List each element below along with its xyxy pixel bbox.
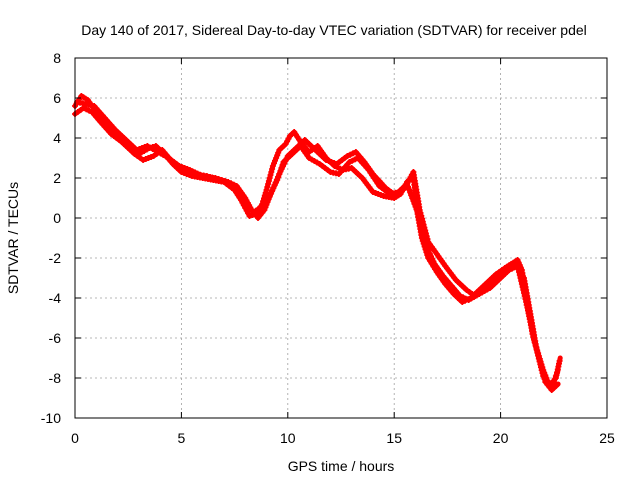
y-tick-label: 0 bbox=[53, 210, 61, 226]
y-tick-label: -10 bbox=[41, 410, 61, 426]
x-tick-label: 0 bbox=[71, 430, 79, 446]
y-tick-label: -2 bbox=[49, 250, 62, 266]
data-point bbox=[275, 173, 282, 180]
data-point bbox=[551, 376, 558, 382]
data-point bbox=[218, 177, 225, 183]
data-point bbox=[212, 175, 219, 181]
x-tick-label: 20 bbox=[493, 430, 509, 446]
data-point bbox=[265, 178, 272, 184]
data-point bbox=[550, 379, 557, 385]
x-axis-label: GPS time / hours bbox=[288, 458, 395, 474]
data-point bbox=[268, 169, 275, 175]
y-tick-label: -4 bbox=[49, 290, 62, 306]
data-point bbox=[549, 382, 556, 388]
data-point bbox=[264, 184, 271, 190]
data-point bbox=[408, 192, 415, 199]
data-point bbox=[552, 373, 559, 379]
y-tick-label: 6 bbox=[53, 90, 61, 106]
data-point bbox=[548, 385, 555, 391]
data-point bbox=[554, 370, 560, 376]
y-tick-label: 8 bbox=[53, 50, 61, 66]
data-point bbox=[422, 230, 429, 237]
x-tick-labels: 0 5 10 15 20 25 bbox=[71, 430, 615, 446]
x-tick-label: 10 bbox=[280, 430, 296, 446]
y-tick-label: 2 bbox=[53, 170, 61, 186]
data-point bbox=[270, 185, 277, 192]
y-tick-label: -6 bbox=[49, 330, 62, 346]
data-point bbox=[419, 218, 426, 225]
grid bbox=[75, 58, 607, 418]
x-tick-label: 15 bbox=[386, 430, 402, 446]
data-series bbox=[72, 93, 563, 393]
data-point bbox=[222, 178, 228, 184]
y-tick-label: -8 bbox=[49, 370, 62, 386]
series-band-track-a bbox=[72, 93, 561, 393]
data-point bbox=[421, 224, 428, 231]
chart-title: Day 140 of 2017, Sidereal Day-to-day VTE… bbox=[81, 22, 587, 38]
y-tick-label: 4 bbox=[53, 130, 61, 146]
x-tick-label: 5 bbox=[178, 430, 186, 446]
data-point bbox=[215, 176, 222, 182]
y-tick-labels: -10 -8 -6 -4 -2 0 2 4 6 8 bbox=[41, 50, 61, 426]
x-tick-label: 25 bbox=[599, 430, 615, 446]
plot-frame bbox=[74, 57, 608, 419]
y-axis-label: SDTVAR / TECUs bbox=[5, 182, 21, 294]
axis-ticks bbox=[74, 57, 608, 419]
data-point bbox=[556, 357, 563, 364]
data-point bbox=[418, 212, 425, 219]
data-point bbox=[246, 213, 253, 219]
